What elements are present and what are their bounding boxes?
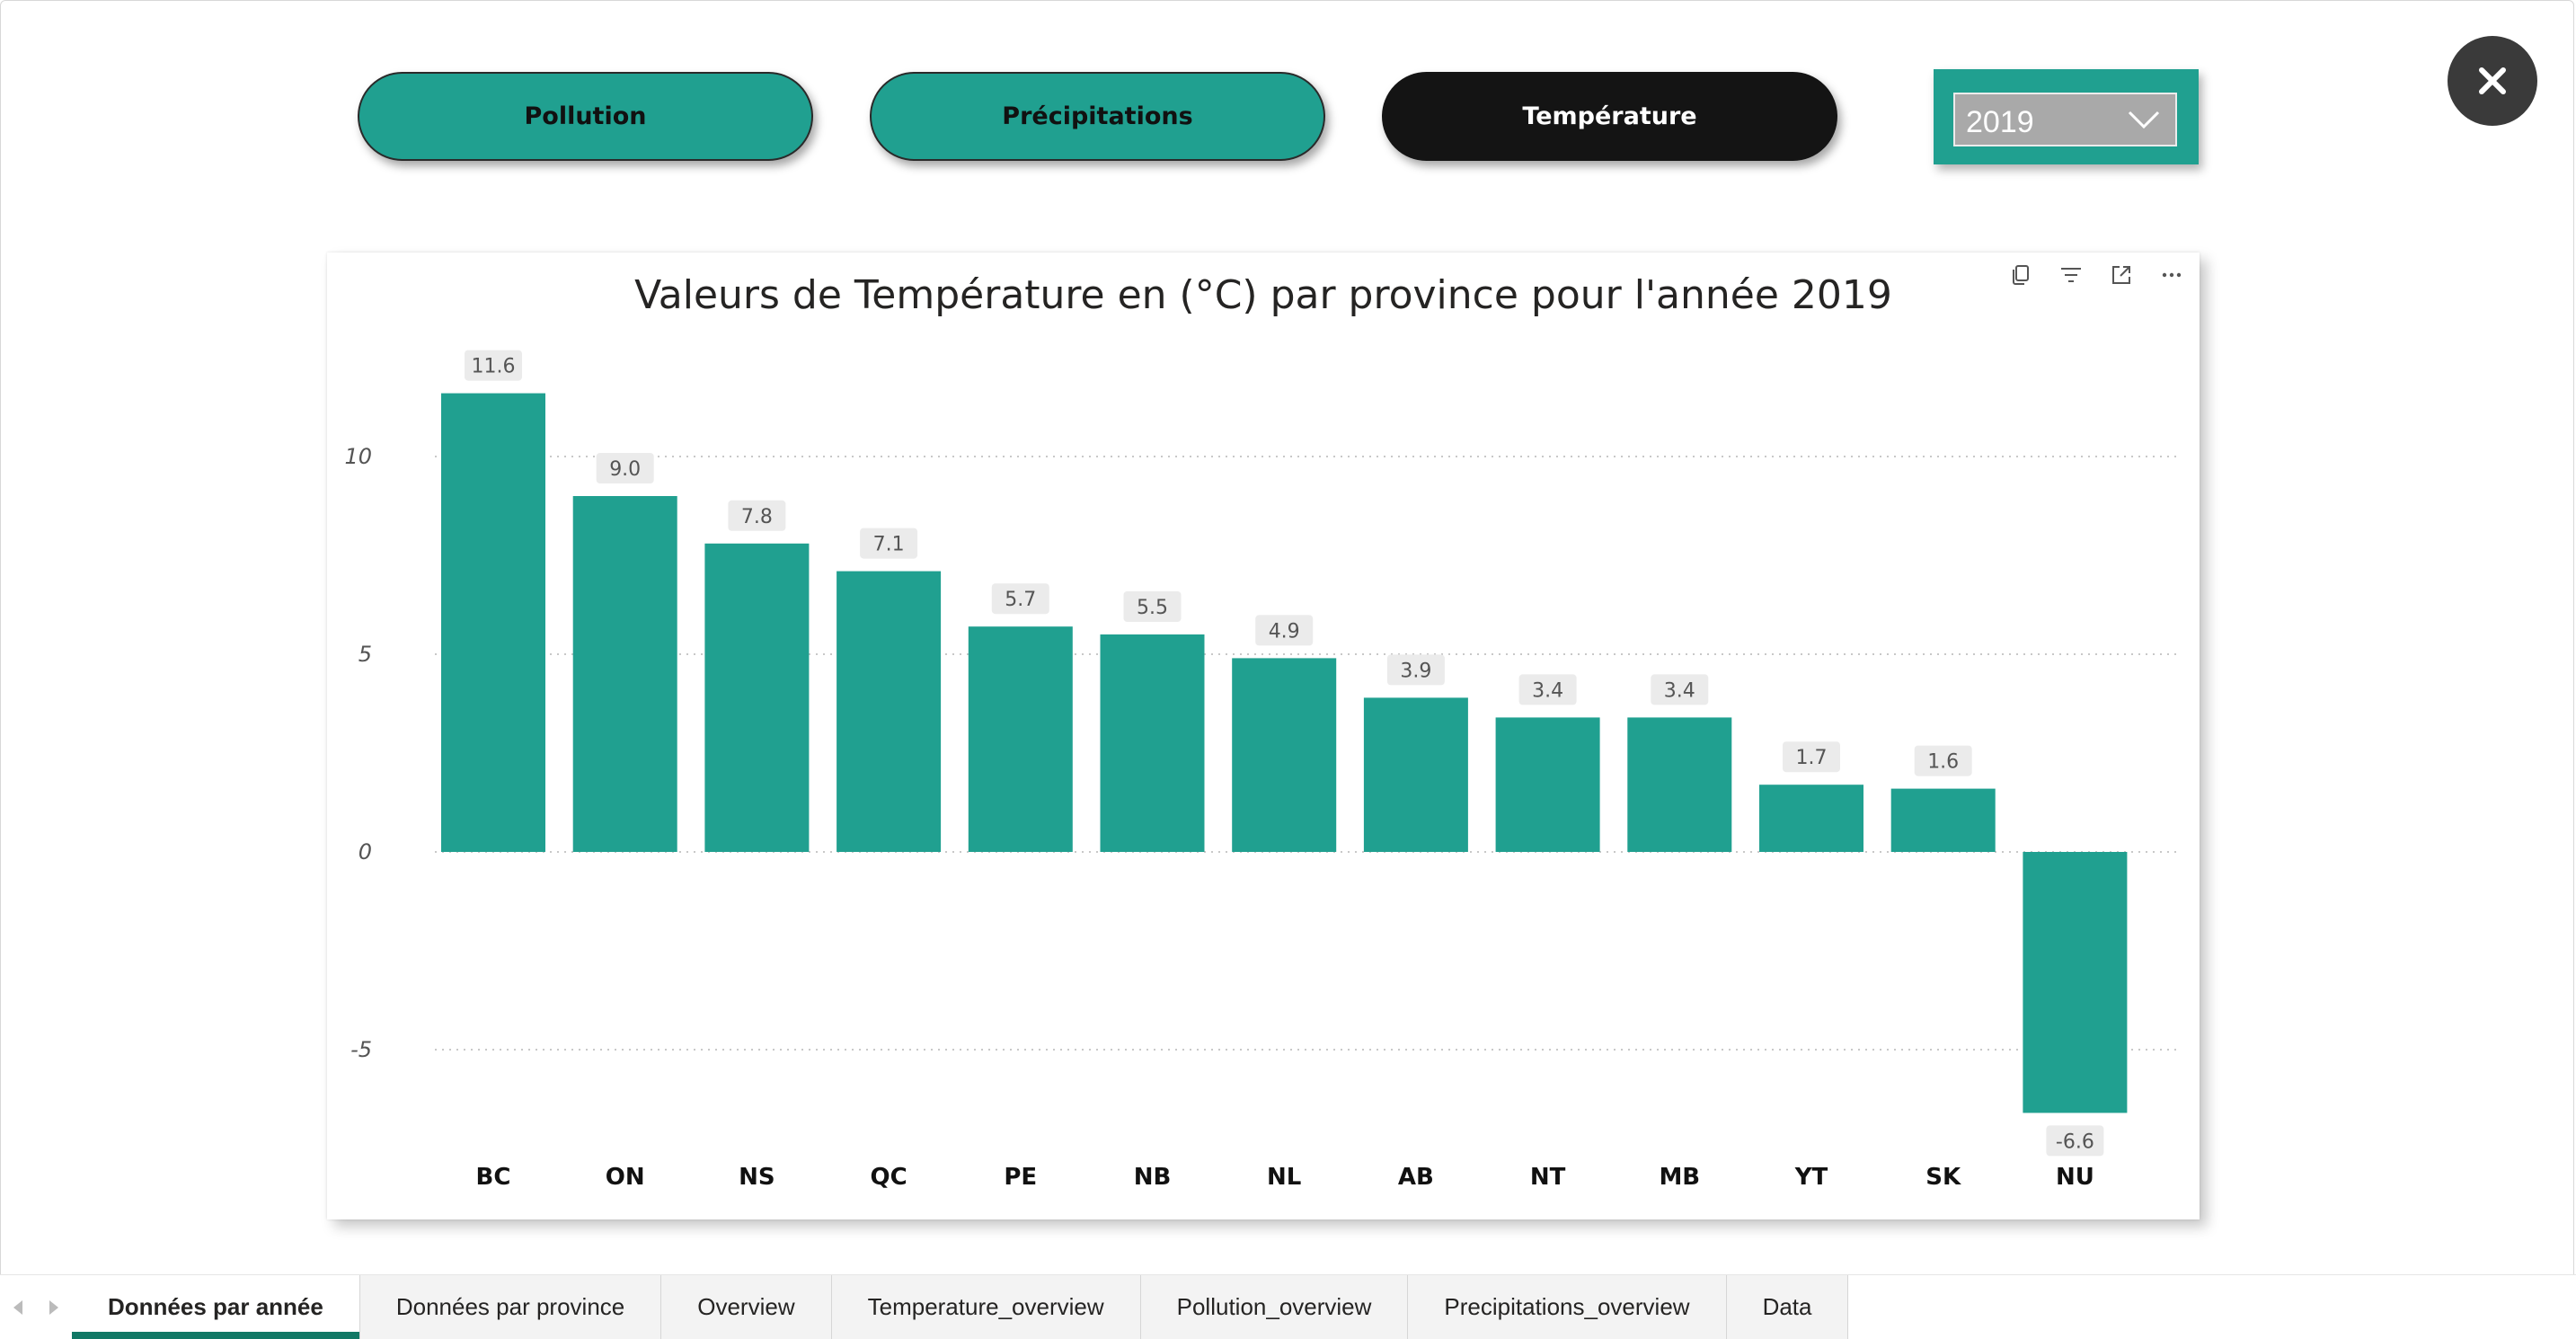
- data-label: 3.4: [1532, 679, 1563, 702]
- data-label: 5.7: [1005, 589, 1036, 611]
- data-label: 7.8: [741, 506, 773, 528]
- y-tick-label: 0: [359, 839, 372, 865]
- bar-ab[interactable]: [1363, 697, 1468, 852]
- data-label-bg: [1518, 674, 1577, 705]
- data-label-bg: [860, 528, 918, 559]
- data-label: 3.4: [1664, 679, 1695, 702]
- data-label-bg: [1123, 591, 1182, 622]
- bar-qc[interactable]: [837, 571, 942, 852]
- x-category-label: NS: [739, 1164, 775, 1191]
- focus-mode-icon[interactable]: [2106, 260, 2137, 290]
- x-category-label: QC: [871, 1164, 907, 1191]
- x-category-label: MB: [1659, 1164, 1700, 1191]
- data-label-bg: [1255, 615, 1314, 646]
- data-label-bg: [991, 583, 1049, 615]
- copy-icon[interactable]: [2005, 260, 2036, 290]
- tab-precipitations-overview[interactable]: Precipitations_overview: [1408, 1275, 1727, 1339]
- data-label-bg: [728, 500, 786, 531]
- tab-temperature-overview[interactable]: Temperature_overview: [831, 1275, 1141, 1339]
- data-label-bg: [1914, 745, 1972, 776]
- x-category-label: PE: [1004, 1164, 1037, 1191]
- scroll-right-icon[interactable]: [49, 1299, 58, 1315]
- tab-data[interactable]: Data: [1726, 1275, 1849, 1339]
- data-label: 1.6: [1927, 751, 1959, 774]
- close-button[interactable]: [2448, 36, 2537, 126]
- filter-icon[interactable]: [2056, 260, 2086, 290]
- chart-title: Valeurs de Température en (°C) par provi…: [634, 272, 1892, 318]
- x-category-label: NU: [2056, 1164, 2094, 1191]
- data-label-bg: [596, 453, 654, 483]
- year-slicer: 2019: [1934, 69, 2199, 164]
- scroll-left-icon[interactable]: [13, 1299, 22, 1315]
- bar-sk[interactable]: [1890, 788, 1996, 852]
- data-label: 3.9: [1400, 660, 1431, 682]
- data-label-bg: [1651, 674, 1709, 705]
- x-category-label: NT: [1530, 1164, 1566, 1191]
- more-options-icon[interactable]: [2156, 260, 2187, 290]
- y-tick-label: 5: [359, 642, 372, 667]
- visual-header-icons: [2005, 260, 2187, 290]
- x-category-label: NL: [1267, 1164, 1301, 1191]
- data-label-bg: [465, 350, 522, 381]
- x-category-label: AB: [1398, 1164, 1434, 1191]
- temperature-button[interactable]: Température: [1382, 72, 1837, 161]
- tab-donn-es-par-province[interactable]: Données par province: [359, 1275, 662, 1339]
- close-icon: [2479, 67, 2506, 94]
- data-label-bg: [2046, 1125, 2104, 1157]
- bar-chart: Valeurs de Température en (°C) par provi…: [344, 272, 2178, 1191]
- data-label: 7.1: [873, 534, 905, 556]
- tab-pollution-overview[interactable]: Pollution_overview: [1140, 1275, 1409, 1339]
- bar-nl[interactable]: [1232, 658, 1337, 852]
- x-category-label: BC: [476, 1164, 511, 1191]
- bar-nu[interactable]: [2023, 852, 2128, 1113]
- bar-nt[interactable]: [1495, 717, 1600, 852]
- pollution-button[interactable]: Pollution: [358, 72, 813, 161]
- data-label: 11.6: [472, 356, 516, 378]
- data-label-bg: [1783, 741, 1840, 773]
- data-label: 1.7: [1796, 747, 1828, 769]
- x-category-label: ON: [606, 1164, 645, 1191]
- data-label: 4.9: [1269, 620, 1300, 643]
- bar-bc[interactable]: [441, 393, 545, 852]
- bar-yt[interactable]: [1759, 785, 1863, 852]
- x-category-label: YT: [1794, 1164, 1828, 1191]
- bar-mb[interactable]: [1627, 717, 1732, 852]
- x-category-label: SK: [1925, 1164, 1961, 1191]
- data-label: 5.5: [1137, 597, 1168, 619]
- tab-overview[interactable]: Overview: [661, 1275, 832, 1339]
- chart-card: Valeurs de Température en (°C) par provi…: [327, 253, 2200, 1219]
- page-tabs: Données par année Données par province Ove…: [72, 1275, 1849, 1339]
- chevron-down-icon: [2128, 111, 2160, 129]
- bar-nb[interactable]: [1100, 634, 1205, 852]
- tab-donn-es-par-ann-e[interactable]: Données par année: [72, 1275, 360, 1339]
- bar-pe[interactable]: [968, 626, 1073, 852]
- x-category-label: NB: [1134, 1164, 1172, 1191]
- y-tick-label: 10: [344, 444, 372, 469]
- year-dropdown[interactable]: 2019: [1953, 93, 2177, 146]
- data-label: -6.6: [2056, 1131, 2094, 1153]
- tab-scroll-arrows: [0, 1275, 72, 1339]
- data-label: 9.0: [609, 458, 641, 481]
- precipitations-button[interactable]: Précipitations: [870, 72, 1325, 161]
- y-tick-label: -5: [350, 1037, 372, 1062]
- bar-on[interactable]: [572, 496, 677, 852]
- year-value: 2019: [1966, 104, 2034, 139]
- bar-ns[interactable]: [704, 543, 810, 852]
- page-tab-bar: Données par année Données par province Ove…: [0, 1274, 2576, 1339]
- data-label-bg: [1386, 654, 1445, 686]
